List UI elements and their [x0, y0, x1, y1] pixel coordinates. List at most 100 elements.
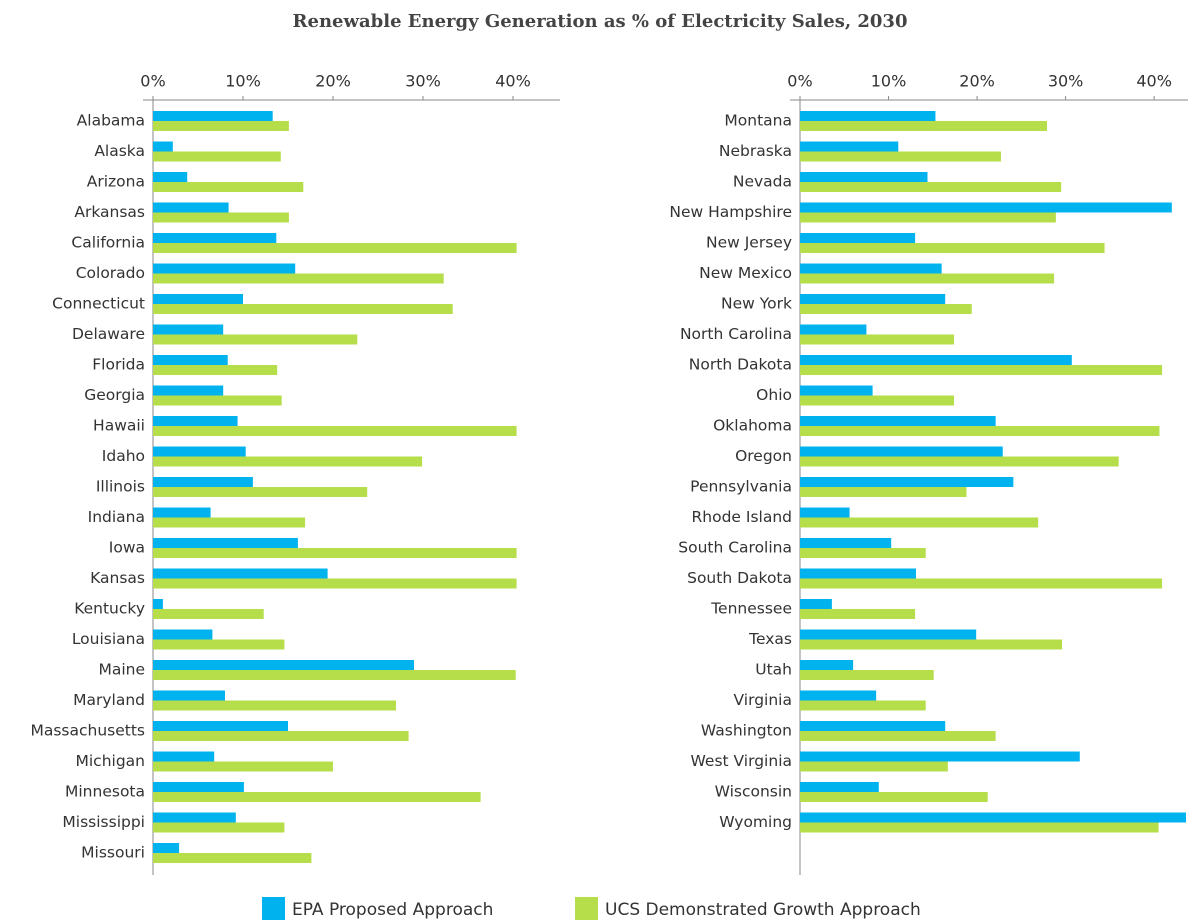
bar [800, 243, 1105, 253]
bar [800, 294, 946, 304]
category-label: Idaho [102, 447, 145, 465]
category-label: Pennsylvania [690, 478, 792, 496]
category-label: South Dakota [687, 569, 792, 587]
bar [800, 426, 1160, 436]
x-tick-label: 20% [959, 72, 995, 91]
category-label: Mississippi [62, 813, 145, 831]
bar [153, 751, 215, 762]
category-label: Colorado [76, 264, 145, 282]
bar [153, 578, 517, 589]
category-label: Delaware [72, 325, 145, 343]
bar [153, 182, 304, 192]
bar [800, 446, 1003, 457]
bar [800, 507, 850, 518]
category-label: North Carolina [680, 325, 792, 343]
x-tick-label: 10% [871, 72, 907, 91]
bar [800, 111, 936, 121]
bar [153, 456, 423, 467]
category-label: Maryland [73, 691, 145, 709]
bar [153, 568, 328, 579]
category-label: Maine [98, 661, 145, 679]
category-label: Ohio [756, 386, 792, 404]
category-label: New Mexico [699, 264, 792, 282]
bar [153, 670, 516, 680]
bar [800, 792, 988, 802]
category-label: Georgia [84, 386, 145, 404]
bar [800, 690, 877, 701]
bar [153, 294, 243, 304]
bar [800, 751, 1080, 762]
category-label: Virginia [734, 691, 792, 709]
bar [153, 202, 229, 213]
bar [153, 477, 253, 487]
x-tick-label: 30% [405, 72, 441, 91]
bar [800, 639, 1063, 650]
category-label: Florida [92, 356, 145, 374]
bar [153, 141, 173, 152]
category-label: Illinois [96, 478, 145, 496]
bar [153, 304, 453, 314]
category-label: South Carolina [678, 539, 792, 557]
bar [153, 843, 180, 853]
category-label: Wyoming [719, 813, 792, 831]
category-label: Massachusetts [30, 722, 145, 740]
bar [153, 365, 278, 375]
bar [800, 721, 946, 731]
bar [800, 456, 1119, 467]
bar [800, 548, 926, 558]
bar [800, 395, 955, 406]
bar [800, 822, 1159, 833]
bar [800, 324, 867, 335]
category-label: Nevada [733, 173, 792, 191]
bar [153, 324, 224, 335]
category-label: Missouri [81, 844, 145, 862]
category-label: North Dakota [689, 356, 792, 374]
x-tick-label: 0% [787, 72, 812, 91]
bar [800, 487, 967, 497]
bar [800, 334, 955, 345]
bar [800, 182, 1062, 192]
x-tick-label: 0% [140, 72, 165, 91]
category-label: Kentucky [74, 600, 145, 618]
bar [153, 355, 228, 365]
bar [800, 812, 1186, 823]
bar [153, 385, 224, 396]
category-label: Nebraska [719, 142, 792, 160]
bar [153, 538, 298, 548]
bar [153, 446, 246, 457]
bar [153, 172, 188, 182]
bar [800, 416, 996, 426]
bar [800, 202, 1172, 213]
x-tick-label: 40% [1136, 72, 1172, 91]
bar [153, 487, 368, 497]
bar [153, 792, 481, 802]
category-label: New Hampshire [669, 203, 792, 221]
category-label: Alabama [77, 112, 145, 130]
legend-label: EPA Proposed Approach [292, 900, 493, 920]
bar [153, 548, 517, 558]
category-label: Arizona [87, 173, 145, 191]
bar [153, 700, 396, 711]
bar [153, 639, 285, 650]
bar [153, 507, 211, 518]
x-tick-label: 20% [315, 72, 351, 91]
category-label: Tennessee [710, 600, 792, 618]
category-label: Oklahoma [713, 417, 792, 435]
bar [153, 853, 312, 863]
bar [153, 395, 282, 406]
bar [800, 304, 972, 314]
bar [800, 599, 832, 609]
category-label: Louisiana [72, 630, 145, 648]
category-label: California [71, 234, 145, 252]
bar [153, 812, 236, 823]
category-label: Washington [701, 722, 792, 740]
x-tick-label: 40% [495, 72, 531, 91]
category-label: Hawaii [93, 417, 145, 435]
bar [153, 334, 358, 345]
bar [800, 761, 948, 772]
category-label: Texas [748, 630, 792, 648]
bar [800, 731, 996, 741]
x-tick-label: 10% [225, 72, 261, 91]
bar [153, 721, 288, 731]
category-label: Minnesota [65, 783, 145, 801]
